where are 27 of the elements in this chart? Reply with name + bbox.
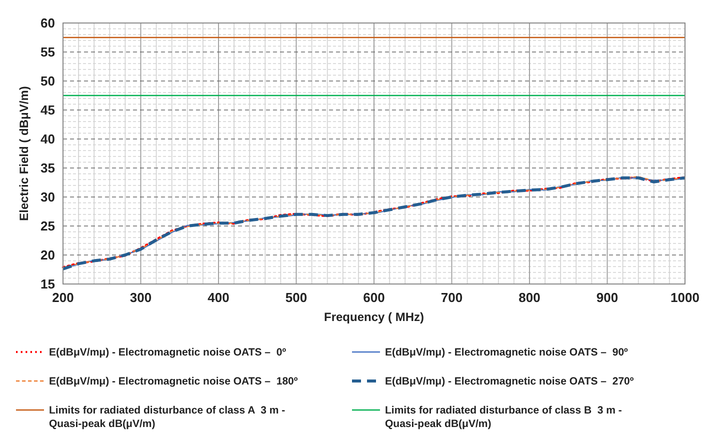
- y-tick-label: 30: [40, 190, 55, 205]
- x-tick-label: 1000: [670, 290, 700, 305]
- x-tick-label: 600: [363, 290, 385, 305]
- y-tick-label: 45: [40, 102, 55, 118]
- x-tick-label: 400: [208, 290, 230, 305]
- legend-label: Limits for radiated disturbance of class B 3 m - Quasi-peak dB(μV/m): [385, 404, 622, 430]
- x-tick-label: 300: [130, 290, 152, 305]
- y-tick-label: 60: [40, 16, 55, 31]
- y-axis-title: Electric Field ( dBμV/m): [17, 86, 31, 221]
- legend-label: E(dBμV/mμ) - Electromagnetic noise OATS – 90º: [385, 346, 628, 359]
- legend-label: E(dBμV/mμ) - Electromagnetic noise OATS – 0º: [49, 346, 286, 359]
- x-axis-title: Frequency ( MHz): [324, 310, 424, 324]
- x-tick-label: 900: [596, 290, 618, 305]
- y-tick-label: 20: [40, 248, 55, 263]
- y-tick-label: 25: [40, 218, 55, 234]
- legend-label: E(dBμV/mμ) - Electromagnetic noise OATS – 270º: [385, 376, 634, 388]
- legend-label: Limits for radiated disturbance of class A 3 m - Quasi-peak dB(μV/m): [49, 404, 286, 430]
- y-tick-label: 50: [40, 74, 55, 89]
- y-tick-label: 55: [40, 44, 55, 60]
- x-tick-label: 800: [518, 290, 540, 305]
- x-tick-label: 500: [285, 290, 308, 305]
- y-tick-label: 35: [40, 160, 55, 176]
- y-tick-label: 40: [40, 132, 55, 147]
- y-tick-label: 15: [40, 276, 55, 292]
- x-tick-label: 700: [440, 290, 463, 305]
- legend-label: E(dBμV/mμ) - Electromagnetic noise OATS – 180º: [49, 376, 298, 388]
- x-tick-label: 200: [52, 290, 74, 305]
